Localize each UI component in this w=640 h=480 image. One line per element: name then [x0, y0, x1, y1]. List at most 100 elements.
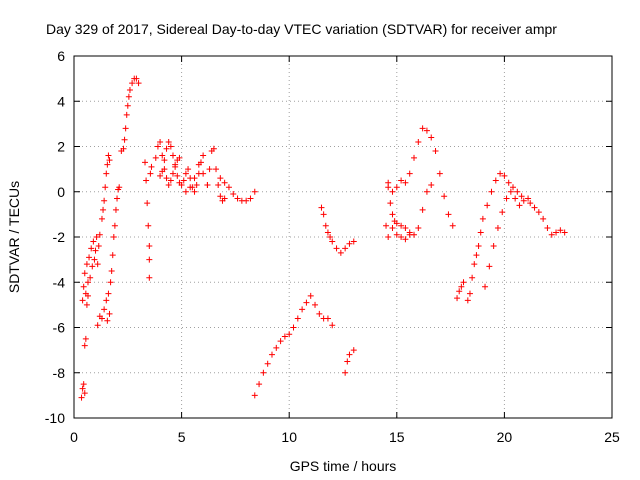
data-point	[344, 358, 351, 365]
data-point	[492, 177, 499, 184]
data-point	[221, 179, 228, 186]
data-point	[109, 252, 116, 259]
data-point	[145, 222, 152, 229]
data-point	[385, 234, 392, 240]
data-point	[510, 184, 517, 191]
data-point	[82, 335, 89, 342]
data-point	[294, 315, 301, 322]
data-point	[157, 172, 164, 179]
data-point	[79, 297, 86, 304]
data-point	[393, 231, 400, 238]
data-point	[299, 306, 306, 313]
data-point	[105, 152, 112, 159]
data-point	[178, 181, 185, 188]
x-axis-label: GPS time / hours	[290, 458, 397, 474]
data-point	[174, 172, 181, 179]
data-point	[163, 175, 170, 182]
data-point	[81, 270, 88, 277]
data-point	[320, 211, 327, 218]
data-point	[157, 138, 164, 145]
data-point	[458, 283, 465, 290]
data-point	[324, 229, 331, 236]
data-point	[346, 351, 353, 358]
x-tick-label: 10	[281, 429, 297, 445]
data-point	[81, 342, 88, 349]
data-point	[548, 231, 555, 238]
data-point	[154, 143, 161, 150]
data-point	[423, 188, 430, 195]
y-tick-label: 6	[57, 48, 65, 64]
data-point	[167, 143, 174, 150]
data-point	[182, 170, 189, 177]
data-point	[507, 188, 514, 195]
data-point	[84, 279, 91, 286]
data-point	[187, 184, 194, 191]
data-point	[90, 238, 97, 245]
data-point	[251, 188, 258, 195]
data-point	[464, 297, 471, 304]
data-point	[273, 344, 280, 351]
data-point	[561, 229, 568, 236]
data-point	[469, 274, 476, 281]
data-point	[312, 301, 319, 308]
data-point	[98, 215, 105, 222]
x-tick-label: 5	[178, 429, 186, 445]
data-point	[135, 80, 142, 87]
data-point	[445, 211, 452, 218]
data-point	[176, 154, 183, 161]
data-point	[432, 148, 439, 155]
data-point	[393, 184, 400, 191]
data-point	[221, 195, 228, 202]
data-point	[303, 299, 310, 306]
data-point	[96, 231, 103, 238]
data-point	[191, 175, 198, 182]
data-point	[385, 179, 392, 186]
data-point	[436, 170, 443, 177]
data-point	[475, 243, 482, 250]
data-point	[126, 86, 133, 93]
x-tick-label: 25	[604, 429, 620, 445]
data-point	[514, 188, 521, 195]
data-point	[125, 93, 132, 100]
data-point	[342, 245, 349, 252]
data-point	[535, 209, 542, 216]
data-point	[389, 188, 396, 195]
data-point	[161, 157, 168, 164]
data-point	[210, 145, 217, 152]
data-point	[520, 197, 527, 204]
data-point	[281, 333, 288, 340]
y-tick-label: -2	[53, 229, 66, 245]
data-point	[152, 154, 159, 161]
data-point	[499, 209, 506, 216]
data-point	[103, 170, 110, 177]
data-point	[503, 195, 510, 202]
data-point	[225, 184, 232, 191]
data-point	[206, 166, 213, 173]
data-point	[230, 191, 237, 198]
data-point	[123, 111, 130, 118]
data-point	[466, 290, 473, 297]
data-point	[146, 274, 153, 281]
data-point	[402, 179, 409, 186]
data-series	[78, 75, 568, 401]
y-tick-label: -10	[45, 410, 65, 426]
data-point	[329, 322, 336, 329]
y-axis-label: SDTVAR / TECUs	[6, 181, 22, 293]
data-point	[337, 249, 344, 256]
data-point	[415, 138, 422, 145]
data-point	[80, 283, 87, 290]
data-point	[114, 195, 121, 202]
data-point	[406, 170, 413, 177]
data-point	[165, 138, 172, 145]
data-point	[482, 283, 489, 290]
data-point	[327, 234, 334, 240]
data-point	[490, 243, 497, 250]
data-point	[415, 224, 422, 231]
data-point	[290, 324, 297, 331]
x-tick-label: 0	[70, 429, 78, 445]
y-tick-label: 2	[57, 139, 65, 155]
data-point	[531, 204, 538, 211]
data-point	[213, 166, 220, 173]
data-point	[428, 181, 435, 188]
data-point	[512, 195, 519, 202]
